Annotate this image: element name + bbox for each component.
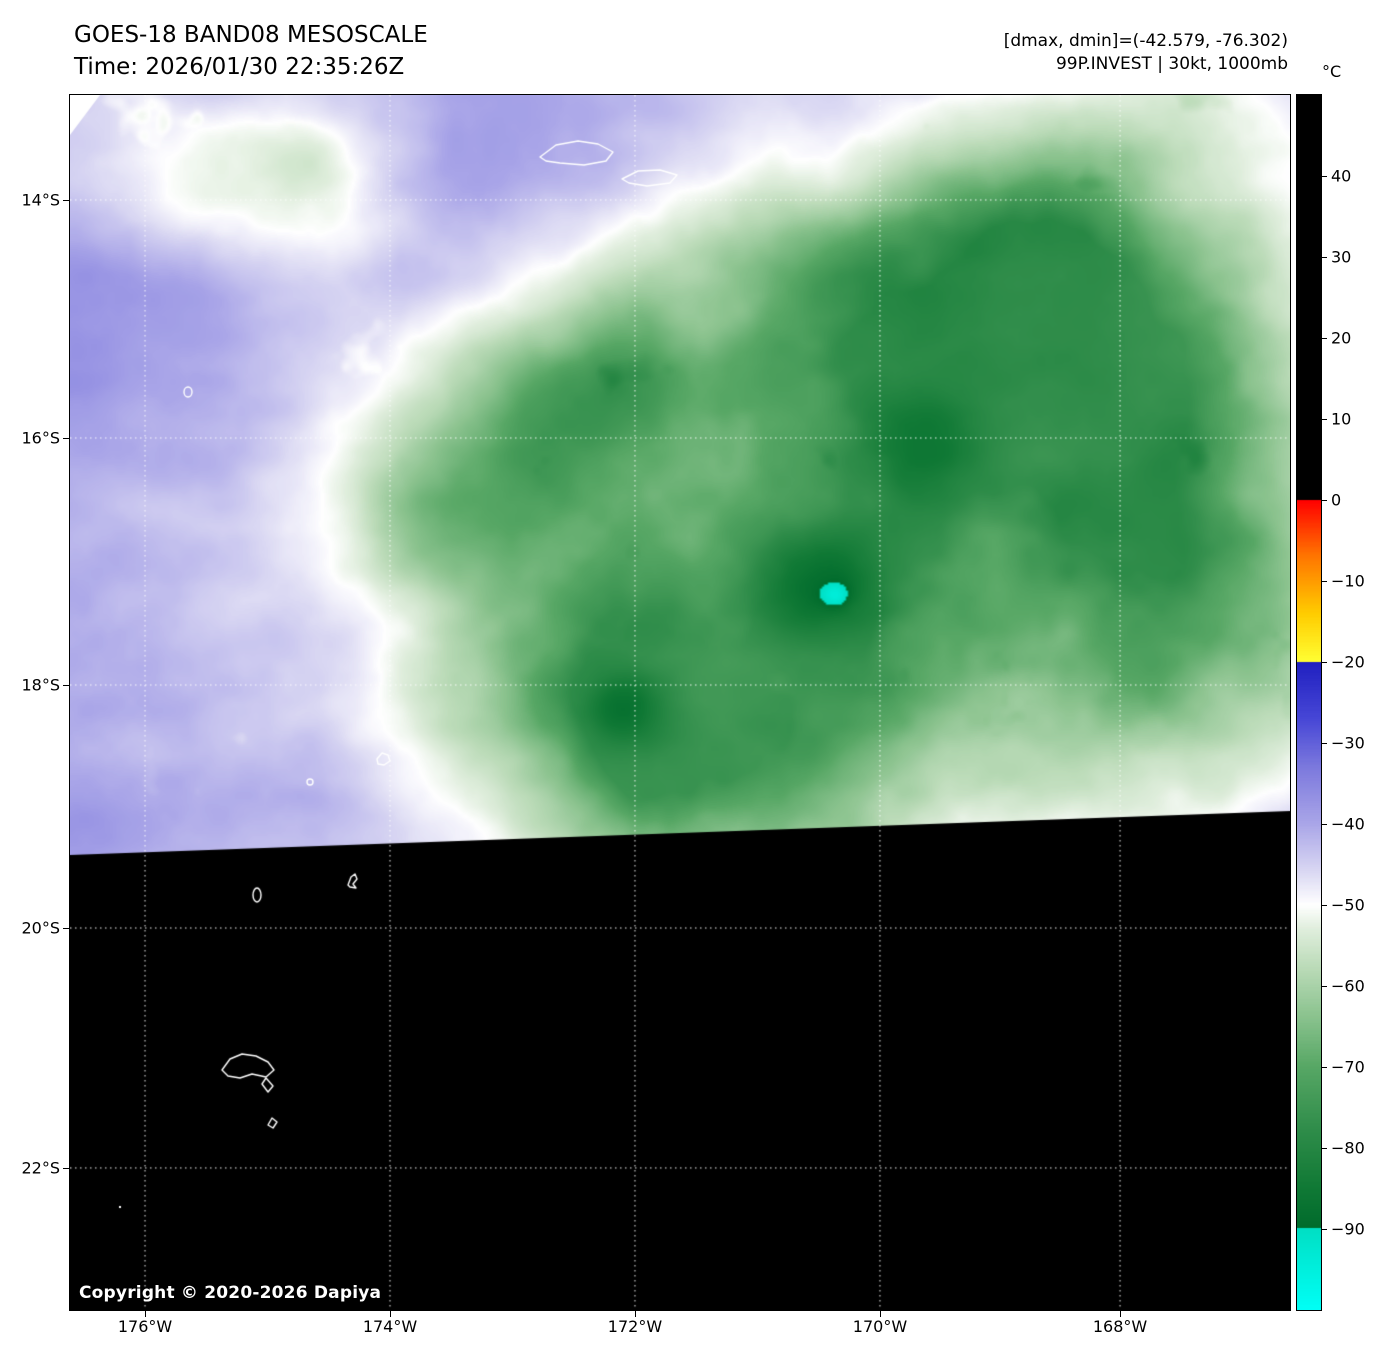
colorbar-tick-label: −20	[1331, 652, 1365, 672]
lat-tick-mark	[63, 928, 69, 929]
colorbar-tick-mark	[1322, 581, 1327, 582]
colorbar-tick-mark	[1322, 905, 1327, 906]
colorbar-tick-mark	[1322, 338, 1327, 339]
colorbar-tick-label: −10	[1331, 571, 1365, 591]
colorbar-tick-mark	[1322, 662, 1327, 663]
colorbar-tick-label: 20	[1331, 328, 1352, 348]
colorbar-unit-label: °C	[1322, 62, 1342, 81]
colorbar-tick-mark	[1322, 419, 1327, 420]
lat-tick-mark	[63, 1167, 69, 1169]
colorbar-tick-mark	[1322, 257, 1327, 258]
colorbar-tick-label: −80	[1331, 1138, 1365, 1158]
copyright-label: Copyright © 2020-2026 Dapiya	[79, 1283, 382, 1303]
colorbar-tick-mark	[1322, 176, 1327, 177]
colorbar	[1297, 95, 1321, 1310]
lon-tick-mark	[390, 1311, 391, 1317]
colorbar-tick-mark	[1322, 1148, 1327, 1149]
dmax-dmin-readout: [dmax, dmin]=(-42.579, -76.302)	[1003, 31, 1288, 51]
lon-tick-mark	[145, 1311, 147, 1317]
lat-tick-label: 20°S	[21, 918, 60, 938]
lat-tick-label: 16°S	[21, 428, 60, 448]
header-right-block: [dmax, dmin]=(-42.579, -76.302) 99P.INVE…	[1004, 30, 1288, 76]
colorbar-tick-mark	[1322, 500, 1327, 501]
lon-tick-mark	[634, 1311, 636, 1317]
lon-tick-label: 174°W	[362, 1317, 418, 1336]
colorbar-tick-label: 0	[1331, 490, 1342, 510]
colorbar-tick-label: −90	[1331, 1219, 1365, 1239]
product-title: GOES-18 BAND08 MESOSCALE	[74, 22, 428, 48]
lon-tick-label: 172°W	[607, 1317, 663, 1336]
colorbar-tick-label: 40	[1331, 166, 1352, 186]
lat-tick-mark	[63, 199, 69, 201]
colorbar-canvas	[1297, 95, 1321, 1310]
lat-tick-mark	[63, 437, 69, 439]
satellite-image-canvas	[70, 95, 1290, 1310]
lon-tick-label: 168°W	[1092, 1317, 1148, 1336]
lat-tick-mark	[63, 685, 69, 686]
lat-tick-label: 14°S	[21, 190, 60, 210]
colorbar-tick-mark	[1322, 1229, 1327, 1230]
colorbar-tick-label: 10	[1331, 409, 1352, 429]
colorbar-tick-label: −40	[1331, 814, 1365, 834]
lon-tick-mark	[879, 1311, 881, 1317]
lat-tick-label: 18°S	[21, 675, 60, 695]
colorbar-tick-label: 30	[1331, 247, 1352, 267]
colorbar-tick-label: −50	[1331, 895, 1365, 915]
satellite-map: Copyright © 2020-2026 Dapiya	[70, 95, 1290, 1310]
storm-info-readout: 99P.INVEST | 30kt, 1000mb	[1055, 54, 1288, 74]
colorbar-tick-mark	[1322, 824, 1327, 825]
lat-tick-label: 22°S	[21, 1158, 60, 1178]
colorbar-tick-label: −70	[1331, 1057, 1365, 1077]
colorbar-tick-mark	[1322, 743, 1327, 744]
lon-tick-mark	[1120, 1311, 1122, 1317]
lon-tick-label: 176°W	[117, 1317, 173, 1336]
colorbar-tick-mark	[1322, 1067, 1327, 1068]
lon-tick-label: 170°W	[852, 1317, 908, 1336]
colorbar-tick-label: −60	[1331, 976, 1365, 996]
product-timestamp: Time: 2026/01/30 22:35:26Z	[74, 54, 405, 80]
colorbar-tick-mark	[1322, 986, 1327, 987]
colorbar-tick-label: −30	[1331, 733, 1365, 753]
